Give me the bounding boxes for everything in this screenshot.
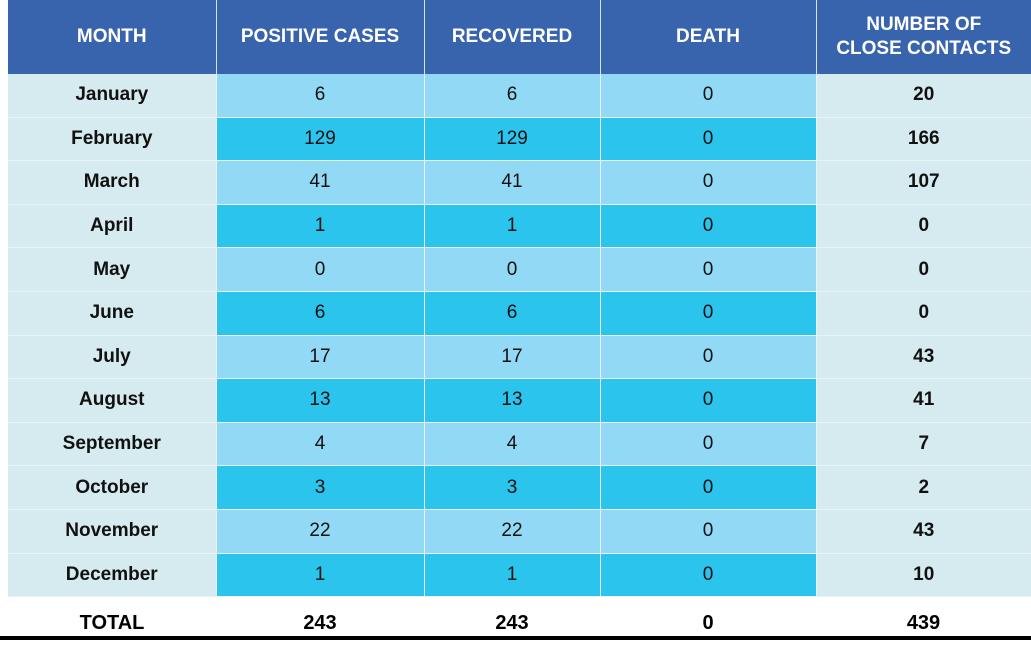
cell-recovered: 1 [424,553,601,598]
header-close-contacts-line1: NUMBER OF [866,14,982,35]
monthly-cases-table: MONTH POSITIVE CASES RECOVERED DEATH NUM… [8,0,1031,649]
cell-month: March [8,160,217,205]
cell-positive-cases: 1 [216,204,425,249]
total-death: 0 [600,596,816,649]
header-close-contacts: NUMBER OF CLOSE CONTACTS [816,0,1031,74]
cell-death: 0 [600,204,817,249]
cell-close-contacts: 0 [816,247,1031,292]
cell-death: 0 [600,74,817,118]
cell-death: 0 [600,553,817,598]
table-row: March 41 41 0 107 [8,160,1031,205]
cell-month: September [8,422,217,467]
cell-positive-cases: 129 [216,117,425,162]
table-row: September 4 4 0 7 [8,422,1031,467]
cell-positive-cases: 1 [216,553,425,598]
cases-table-container: MONTH POSITIVE CASES RECOVERED DEATH NUM… [8,0,1031,649]
cell-recovered: 1 [424,204,601,249]
cell-month: January [8,74,217,118]
table-header: MONTH POSITIVE CASES RECOVERED DEATH NUM… [8,0,1031,74]
cell-close-contacts: 0 [816,291,1031,336]
cell-close-contacts: 2 [816,465,1031,510]
cell-close-contacts: 41 [816,378,1031,423]
cell-death: 0 [600,291,817,336]
cell-positive-cases: 4 [216,422,425,467]
cell-close-contacts: 20 [816,74,1031,118]
cell-death: 0 [600,335,817,380]
cell-death: 0 [600,378,817,423]
table-row: April 1 1 0 0 [8,204,1031,249]
table-body: January 6 6 0 20 February 129 129 0 166 March 41 41 0… [8,74,1031,598]
cell-positive-cases: 3 [216,465,425,510]
cell-death: 0 [600,422,817,467]
header-close-contacts-line2: CLOSE CONTACTS [836,38,1012,59]
table-row: June 6 6 0 0 [8,291,1031,336]
cell-recovered: 0 [424,247,601,292]
cell-recovered: 6 [424,291,601,336]
cell-month: June [8,291,217,336]
cell-close-contacts: 43 [816,335,1031,380]
header-month: MONTH [8,0,217,74]
cell-recovered: 17 [424,335,601,380]
total-row: TOTAL 243 243 0 439 [8,596,1031,649]
cell-month: April [8,204,217,249]
cell-positive-cases: 13 [216,378,425,423]
header-row: MONTH POSITIVE CASES RECOVERED DEATH NUM… [8,0,1031,74]
cell-recovered: 3 [424,465,601,510]
cell-positive-cases: 17 [216,335,425,380]
cell-recovered: 129 [424,117,601,162]
cell-positive-cases: 22 [216,509,425,554]
cell-month: May [8,247,217,292]
cell-recovered: 4 [424,422,601,467]
table-row: December 1 1 0 10 [8,553,1031,598]
table-row: January 6 6 0 20 [8,74,1031,118]
cell-close-contacts: 166 [816,117,1031,162]
cell-close-contacts: 43 [816,509,1031,554]
cell-month: December [8,553,217,598]
cell-month: July [8,335,217,380]
cell-month: October [8,465,217,510]
cell-month: November [8,509,217,554]
bottom-rule [0,636,1031,640]
table-row: October 3 3 0 2 [8,465,1031,510]
table-row: February 129 129 0 166 [8,117,1031,162]
cell-month: February [8,117,217,162]
total-positive-cases: 243 [216,596,424,649]
cell-recovered: 22 [424,509,601,554]
cell-death: 0 [600,117,817,162]
cell-death: 0 [600,465,817,510]
cell-close-contacts: 10 [816,553,1031,598]
cell-death: 0 [600,509,817,554]
cell-close-contacts: 0 [816,204,1031,249]
cell-positive-cases: 0 [216,247,425,292]
cell-month: August [8,378,217,423]
cell-recovered: 6 [424,74,601,118]
cell-death: 0 [600,160,817,205]
cell-positive-cases: 41 [216,160,425,205]
cell-death: 0 [600,247,817,292]
total-close-contacts: 439 [816,596,1031,649]
cell-positive-cases: 6 [216,74,425,118]
table-row: July 17 17 0 43 [8,335,1031,380]
cell-close-contacts: 7 [816,422,1031,467]
header-positive-cases: POSITIVE CASES [216,0,425,74]
total-label: TOTAL [8,596,216,649]
table-row: August 13 13 0 41 [8,378,1031,423]
cell-recovered: 41 [424,160,601,205]
header-death: DEATH [600,0,817,74]
table-row: November 22 22 0 43 [8,509,1031,554]
cell-positive-cases: 6 [216,291,425,336]
cell-recovered: 13 [424,378,601,423]
table-footer: TOTAL 243 243 0 439 [8,596,1031,649]
cell-close-contacts: 107 [816,160,1031,205]
table-row: May 0 0 0 0 [8,247,1031,292]
header-recovered: RECOVERED [424,0,601,74]
total-recovered: 243 [424,596,600,649]
